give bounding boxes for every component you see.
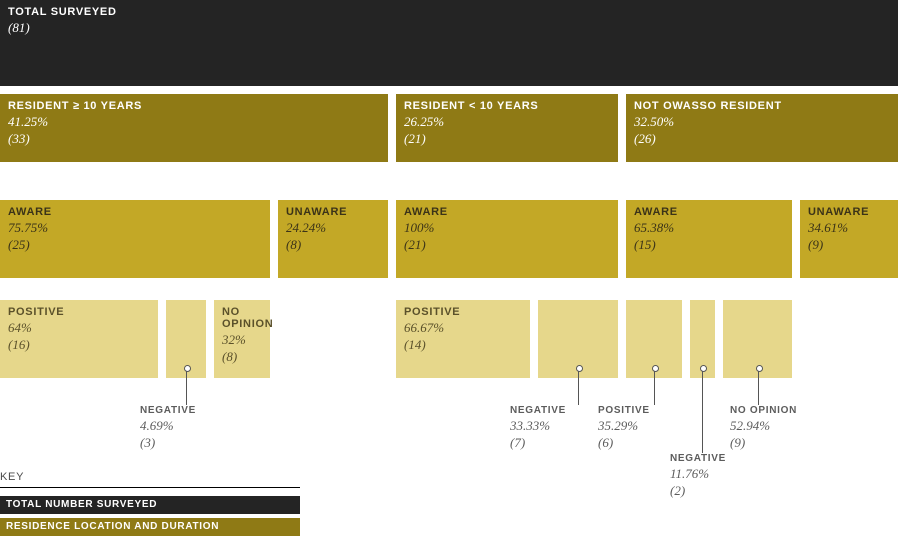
callout-pct: 52.94% (730, 418, 820, 434)
callout-title: POSITIVE (598, 405, 688, 416)
callout-title: NEGATIVE (140, 405, 230, 416)
resident-block: RESIDENT < 10 YEARS 26.25% (21) (396, 94, 618, 162)
awareness-pct: 100% (404, 220, 610, 236)
total-title: TOTAL SURVEYED (8, 6, 890, 18)
opinion-title: POSITIVE (8, 306, 150, 318)
resident-pct: 26.25% (404, 114, 610, 130)
key-header: KEY (0, 471, 24, 483)
resident-count: (33) (8, 131, 380, 147)
callout-pct: 11.76% (670, 466, 760, 482)
callout-title: NEGATIVE (510, 405, 600, 416)
leader-line (758, 368, 759, 405)
awareness-pct: 24.24% (286, 220, 380, 236)
key-divider (0, 487, 300, 488)
awareness-title: AWARE (8, 206, 262, 218)
opinion-block: POSITIVE 64% (16) (0, 300, 158, 378)
opinion-count: (16) (8, 337, 150, 353)
callout-title: NEGATIVE (670, 453, 760, 464)
opinion-callout: NO OPINION 52.94% (9) (730, 405, 820, 451)
opinion-callout: NEGATIVE 4.69% (3) (140, 405, 230, 451)
callout-count: (3) (140, 435, 230, 451)
awareness-pct: 75.75% (8, 220, 262, 236)
awareness-count: (15) (634, 237, 784, 253)
awareness-pct: 65.38% (634, 220, 784, 236)
opinion-count: (14) (404, 337, 522, 353)
total-surveyed-block: TOTAL SURVEYED (81) (0, 0, 898, 86)
callout-title: NO OPINION (730, 405, 820, 416)
awareness-count: (9) (808, 237, 890, 253)
awareness-block: AWARE 100% (21) (396, 200, 618, 278)
awareness-block: AWARE 65.38% (15) (626, 200, 792, 278)
opinion-callout: NEGATIVE 11.76% (2) (670, 453, 760, 499)
awareness-count: (8) (286, 237, 380, 253)
opinion-count: (8) (222, 349, 262, 365)
awareness-count: (21) (404, 237, 610, 253)
opinion-pct: 64% (8, 320, 150, 336)
resident-title: RESIDENT < 10 YEARS (404, 100, 610, 112)
opinion-callout: POSITIVE 35.29% (6) (598, 405, 688, 451)
leader-line (578, 368, 579, 405)
resident-title: RESIDENT ≥ 10 YEARS (8, 100, 380, 112)
resident-block: NOT OWASSO RESIDENT 32.50% (26) (626, 94, 898, 162)
awareness-title: AWARE (634, 206, 784, 218)
resident-count: (26) (634, 131, 890, 147)
callout-count: (6) (598, 435, 688, 451)
awareness-block: UNAWARE 24.24% (8) (278, 200, 388, 278)
leader-line (186, 368, 187, 405)
callout-count: (2) (670, 483, 760, 499)
awareness-block: UNAWARE 34.61% (9) (800, 200, 898, 278)
opinion-block: POSITIVE 66.67% (14) (396, 300, 530, 378)
key-row: TOTAL NUMBER SURVEYED (0, 496, 300, 514)
awareness-title: UNAWARE (808, 206, 890, 218)
resident-count: (21) (404, 131, 610, 147)
total-count: (81) (8, 20, 890, 36)
callout-pct: 33.33% (510, 418, 600, 434)
opinion-title: NO OPINION (222, 306, 262, 330)
callout-pct: 4.69% (140, 418, 230, 434)
resident-title: NOT OWASSO RESIDENT (634, 100, 890, 112)
key-row: RESIDENCE LOCATION AND DURATION (0, 518, 300, 536)
opinion-pct: 66.67% (404, 320, 522, 336)
opinion-title: POSITIVE (404, 306, 522, 318)
callout-count: (7) (510, 435, 600, 451)
awareness-title: UNAWARE (286, 206, 380, 218)
awareness-block: AWARE 75.75% (25) (0, 200, 270, 278)
opinion-callout: NEGATIVE 33.33% (7) (510, 405, 600, 451)
resident-block: RESIDENT ≥ 10 YEARS 41.25% (33) (0, 94, 388, 162)
callout-pct: 35.29% (598, 418, 688, 434)
leader-line (654, 368, 655, 405)
callout-count: (9) (730, 435, 820, 451)
resident-pct: 32.50% (634, 114, 890, 130)
awareness-pct: 34.61% (808, 220, 890, 236)
resident-pct: 41.25% (8, 114, 380, 130)
opinion-pct: 32% (222, 332, 262, 348)
awareness-title: AWARE (404, 206, 610, 218)
opinion-block: NO OPINION 32% (8) (214, 300, 270, 378)
awareness-count: (25) (8, 237, 262, 253)
leader-line (702, 368, 703, 453)
